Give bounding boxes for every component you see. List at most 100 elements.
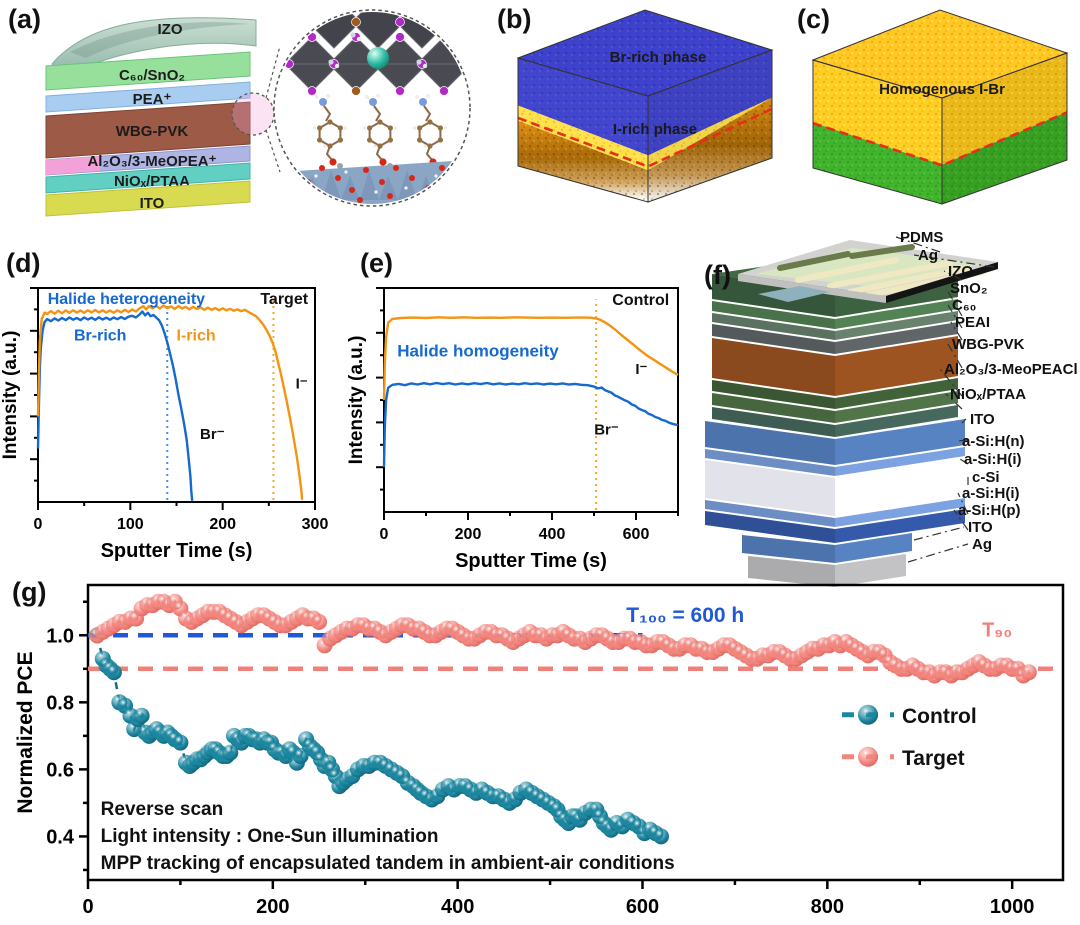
layer-WBG-PVK [45,101,251,159]
layer-WBG-PVK [712,338,835,396]
layer-Ag [748,556,835,587]
svg-text:Br-rich phase: Br-rich phase [610,49,707,66]
layer-NiOₓ/PTAA [712,393,835,423]
layer-c-Si [705,460,835,516]
molecular-inset [273,9,471,207]
svg-text:PDMS: PDMS [900,229,943,246]
layer-SnO₂ [712,301,835,329]
svg-text:c-Si: c-Si [972,469,1000,486]
layer-a-Si:H(i) [705,500,835,527]
panel-e-sputter-chart-control: (e) 0 200 400 600 Control Halide homogeneity I… [340,240,700,572]
svg-text:I-rich phase: I-rich phase [613,121,697,138]
device-layers: IZO C₆₀/SnO₂ PEA⁺ WBG-PVK Al₂O₃/3-MeOPEA⁺ NiO… [45,17,281,217]
panel-label-c: (c) [797,4,830,34]
svg-text:1.0: 1.0 [46,625,74,647]
svg-text:IZO: IZO [158,21,183,38]
plot-frame [86,583,1065,882]
svg-text:Ag: Ag [918,247,938,264]
series-target [89,593,1037,684]
series-Br⁻ [36,310,194,502]
x-axis: 0 100 200 300 [34,502,328,533]
svg-text:C₆₀: C₆₀ [952,297,976,314]
svg-text:Control: Control [612,292,669,309]
layer-ITO [712,407,835,437]
series-control [89,627,669,845]
series-I⁻ [382,316,679,401]
svg-text:a-Si:H(i): a-Si:H(i) [962,485,1020,502]
svg-text:Target: Target [902,747,965,770]
chart-g: 0 200 400 600 800 1000 0.4 0.6 0.8 1.0 T₁₀₀ = 600 … [14,583,1065,925]
svg-text:200: 200 [209,516,236,533]
svg-text:0: 0 [34,516,43,533]
phase-cube: Br-rich phase I-rich phase [516,9,774,203]
tandem-layers [705,240,998,587]
layer-C₆₀/SnO₂ [45,51,251,91]
svg-text:Sputter Time (s): Sputter Time (s) [455,550,607,572]
homogeneous-cube: Homogenous I-Br [811,9,1069,205]
svg-text:Intensity (a.u.): Intensity (a.u.) [346,336,367,465]
layer-NiOₓ/PTAA [45,162,251,194]
panel-label-b: (b) [497,4,532,34]
svg-text:I⁻: I⁻ [635,361,647,378]
layer-a-Si:H(p) [705,511,835,543]
plot-frame [383,287,679,513]
svg-text:Light intensity : One-Sun illu: Light intensity : One-Sun illumination [101,826,439,847]
svg-text:WBG-PVK: WBG-PVK [116,123,189,140]
svg-text:Ag: Ag [972,536,992,553]
sputter-profile-target-chart: 0 100 200 300 Halide heterogeneity Target Br-r… [0,287,328,562]
svg-text:PEA⁺: PEA⁺ [133,91,172,108]
pdms-plate [738,240,998,303]
svg-text:ITO: ITO [140,195,165,212]
layer-accent [46,156,100,175]
legend-marker-control [858,704,878,725]
svg-text:0: 0 [380,526,389,543]
panel-label-d: (d) [6,248,41,278]
svg-text:PEAI: PEAI [955,314,990,331]
series-Br⁻ [382,381,679,468]
layer-a-Si:H(i) [705,449,835,476]
svg-text:ITO: ITO [968,519,993,536]
svg-text:Sputter Time (s): Sputter Time (s) [101,540,253,562]
svg-text:Br-rich: Br-rich [74,327,126,344]
svg-text:I⁻: I⁻ [296,376,308,393]
panel-d-sputter-chart-target: (d) 0 100 200 300 Halide heterogeneity Target… [0,240,340,565]
ag-grid-edge [886,262,998,303]
izo-shade [70,22,250,58]
panel-label-a: (a) [8,4,41,34]
br-rich-phase-cube: Br-rich phase I-rich phase [516,9,774,203]
svg-text:Al₂O₃/3-MeOPEA⁺: Al₂O₃/3-MeOPEA⁺ [87,153,216,170]
svg-text:WBG-PVK: WBG-PVK [952,336,1025,353]
panel-label-f: (f) [704,260,731,290]
legend: Control Target [842,704,977,770]
svg-text:Target: Target [260,291,308,308]
svg-text:NiOₓ/PTAA: NiOₓ/PTAA [114,173,190,190]
layer-ITO [45,180,251,217]
svg-text:800: 800 [811,896,844,918]
svg-text:Halide heterogeneity: Halide heterogeneity [48,291,205,308]
svg-text:Halide homogeneity: Halide homogeneity [397,341,559,360]
svg-text:Br⁻: Br⁻ [200,426,225,443]
zoom-circle-small [231,92,275,136]
svg-text:T₉₀: T₉₀ [982,620,1012,642]
layer-PEAI [712,324,835,354]
svg-text:Al₂O₃/3-MeoPEACl: Al₂O₃/3-MeoPEACl [944,361,1078,378]
svg-text:MPP tracking of encapsulated t: MPP tracking of encapsulated tandem in a… [101,853,675,874]
svg-text:1000: 1000 [990,896,1035,918]
mpp-stability-chart: 0 200 400 600 800 1000 0.4 0.6 0.8 1.0 T₁₀₀ = 600 … [14,583,1065,925]
y-axis [376,287,384,491]
svg-text:Reverse scan: Reverse scan [101,799,224,820]
svg-text:a-Si:H(n): a-Si:H(n) [962,433,1025,450]
svg-text:0.4: 0.4 [46,826,75,848]
svg-text:T₁₀₀ = 600 h: T₁₀₀ = 600 h [626,604,744,627]
panel-g-stability-chart: (g) 0 200 400 600 800 1000 0.4 0.6 0.8 1.0 T₁₀₀ = … [0,565,1080,925]
svg-text:0.8: 0.8 [46,692,74,714]
svg-text:600: 600 [623,526,650,543]
layer-IZO-sheet [51,17,257,79]
chart-e: 0 200 400 600 Control Halide homogeneity I⁻ Br⁻… [346,287,679,572]
series-I⁻ [36,304,304,501]
svg-text:a-Si:H(i): a-Si:H(i) [964,451,1022,468]
layer-PEA⁺ [45,81,251,113]
panel-b-phase-cube: (b) Br-rich phase I-rich phase [480,0,790,238]
svg-text:400: 400 [539,526,566,543]
